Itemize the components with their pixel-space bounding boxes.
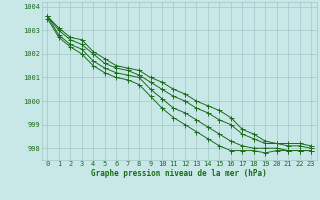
X-axis label: Graphe pression niveau de la mer (hPa): Graphe pression niveau de la mer (hPa) — [91, 169, 267, 178]
